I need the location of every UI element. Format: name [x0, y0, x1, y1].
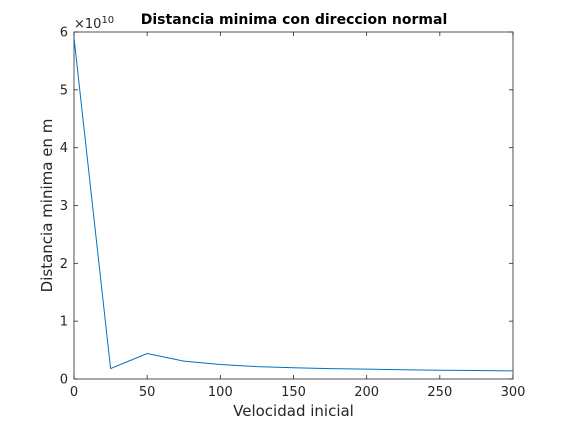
- y-tick-label: 1: [60, 315, 68, 330]
- y-axis-ticks: 0 1 2 3 4 5 6: [60, 26, 513, 388]
- x-tick-label: 150: [281, 385, 306, 400]
- x-tick-label: 300: [501, 385, 526, 400]
- y-tick-label: 6: [60, 26, 68, 41]
- y-tick-label: 3: [60, 199, 68, 214]
- series-line: [73, 37, 514, 372]
- y-tick-label: 2: [60, 257, 68, 272]
- x-axis-label: Velocidad inicial: [233, 402, 354, 420]
- y-tick-label: 5: [60, 83, 68, 98]
- y-multiplier-base: ×10: [74, 17, 101, 32]
- chart-title: Distancia minima con direccion normal: [141, 12, 448, 28]
- y-tick-label: 0: [60, 373, 68, 388]
- x-tick-label: 200: [354, 385, 379, 400]
- x-tick-label: 50: [139, 385, 156, 400]
- x-tick-label: 100: [208, 385, 233, 400]
- series-layer: [73, 37, 514, 372]
- y-tick-label: 4: [60, 141, 68, 156]
- x-axis-ticks: 0 50 100 150 200 250 300: [70, 32, 526, 400]
- y-axis-label: Distancia minima en m: [38, 119, 56, 293]
- y-multiplier-exponent: 10: [101, 15, 114, 26]
- svg-text:×1010: ×1010: [74, 15, 114, 32]
- y-axis-multiplier: ×1010: [74, 15, 114, 32]
- plot-area-box: [73, 31, 514, 380]
- x-tick-label: 250: [427, 385, 452, 400]
- x-tick-label: 0: [70, 385, 78, 400]
